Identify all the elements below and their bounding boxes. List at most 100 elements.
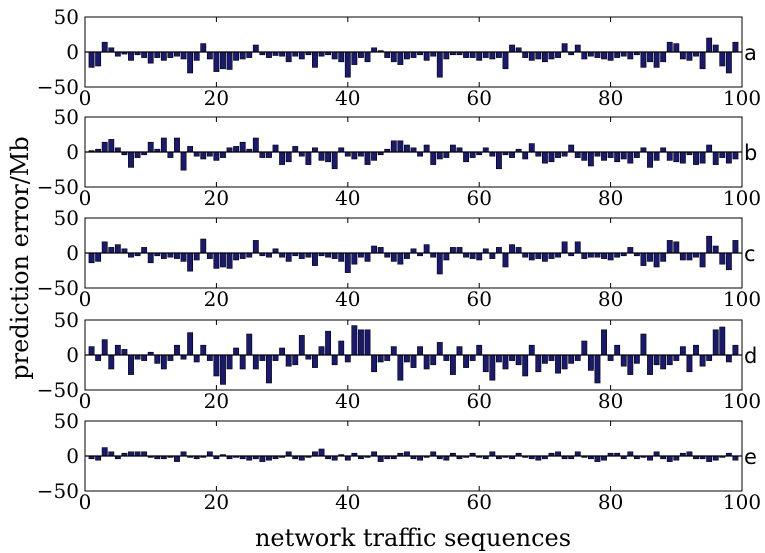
x-tick-label-e-20: 20 [204,490,229,514]
bar-c-50 [410,248,417,254]
bar-d-49 [403,354,410,363]
bar-d-48 [397,354,404,381]
bar-e-53 [430,451,437,457]
bar-a-54 [436,51,443,78]
x-tick-label-b-100: 100 [723,186,761,210]
bar-c-29 [272,248,279,254]
bar-c-79 [601,252,607,259]
bar-b-96 [712,151,719,165]
bar-c-31 [285,252,292,262]
bar-a-10 [147,51,154,64]
bar-c-68 [528,252,535,261]
bar-b-68 [528,143,535,153]
bar-a-98 [725,51,732,74]
y-tick-label-e-1: 0 [66,444,79,468]
bar-a-38 [331,51,338,60]
x-tick-label-c-80: 80 [598,287,623,311]
bar-e-28 [266,455,272,461]
bar-d-52 [423,354,430,370]
bar-c-22 [226,252,233,269]
bar-d-32 [292,354,299,366]
bar-d-82 [620,354,627,367]
bar-d-50 [410,354,417,368]
bar-a-77 [587,51,594,57]
bar-c-21 [220,252,226,268]
bar-a-19 [206,51,213,60]
bar-d-72 [555,354,561,374]
bar-b-8 [134,151,141,158]
bar-c-3 [101,241,108,254]
bar-c-19 [206,252,213,259]
bar-d-66 [515,354,522,366]
bar-a-32 [292,51,299,57]
bar-a-25 [246,51,253,58]
bar-b-90 [673,151,680,163]
bar-a-9 [141,51,148,58]
bar-a-39 [338,51,345,63]
bar-series-d [88,325,739,385]
bar-b-18 [200,151,207,160]
bar-c-9 [141,247,148,254]
bar-d-9 [141,354,148,361]
bar-b-36 [318,151,325,161]
bar-b-55 [443,151,450,158]
bar-a-58 [463,51,469,58]
bar-d-20 [213,354,220,377]
bar-b-86 [647,151,653,168]
bar-e-95 [706,455,713,462]
bar-a-14 [174,51,180,57]
bar-c-14 [174,252,180,259]
bar-a-1 [88,51,95,68]
bar-a-59 [469,51,476,58]
bar-a-12 [160,51,167,61]
bar-d-43 [364,329,371,356]
bar-b-81 [614,151,621,163]
bar-b-76 [581,151,588,161]
bar-b-14 [174,137,180,153]
bar-d-74 [568,354,575,364]
bar-a-73 [561,43,568,53]
bar-c-47 [390,252,397,262]
bar-e-2 [95,455,102,461]
bar-c-89 [666,240,673,254]
bar-b-71 [548,151,555,163]
bar-a-30 [279,51,286,57]
bar-b-54 [436,151,443,160]
bar-d-63 [495,354,502,363]
bar-a-97 [719,51,726,67]
bar-a-75 [574,44,581,53]
bar-e-72 [555,451,561,457]
bar-d-36 [318,346,325,356]
bar-d-58 [463,354,469,368]
x-tick-label-a-60: 60 [466,86,491,110]
bar-c-67 [522,252,529,258]
bar-c-39 [338,252,345,262]
bar-d-13 [167,354,174,361]
bar-d-31 [285,354,292,367]
x-tick-label-e-40: 40 [335,490,360,514]
y-tick-label-a-0: 50 [54,5,79,29]
bar-d-33 [298,335,305,356]
bar-c-87 [653,252,660,268]
bar-a-21 [220,51,226,70]
bar-b-47 [390,140,397,153]
bar-b-17 [193,151,200,157]
bar-c-10 [147,252,154,264]
bar-c-46 [384,252,391,258]
bar-d-19 [206,354,213,361]
bar-b-80 [607,151,614,158]
bar-b-73 [561,151,568,157]
bar-a-52 [423,51,430,61]
bar-c-12 [160,252,167,259]
bar-series-b [88,137,739,171]
bar-b-26 [252,137,259,153]
bar-d-24 [239,354,246,370]
bar-c-92 [686,252,693,261]
bar-a-69 [535,51,542,60]
bar-d-47 [390,346,397,356]
bar-a-33 [298,51,305,60]
bar-d-60 [476,344,483,356]
bar-d-4 [108,354,115,370]
